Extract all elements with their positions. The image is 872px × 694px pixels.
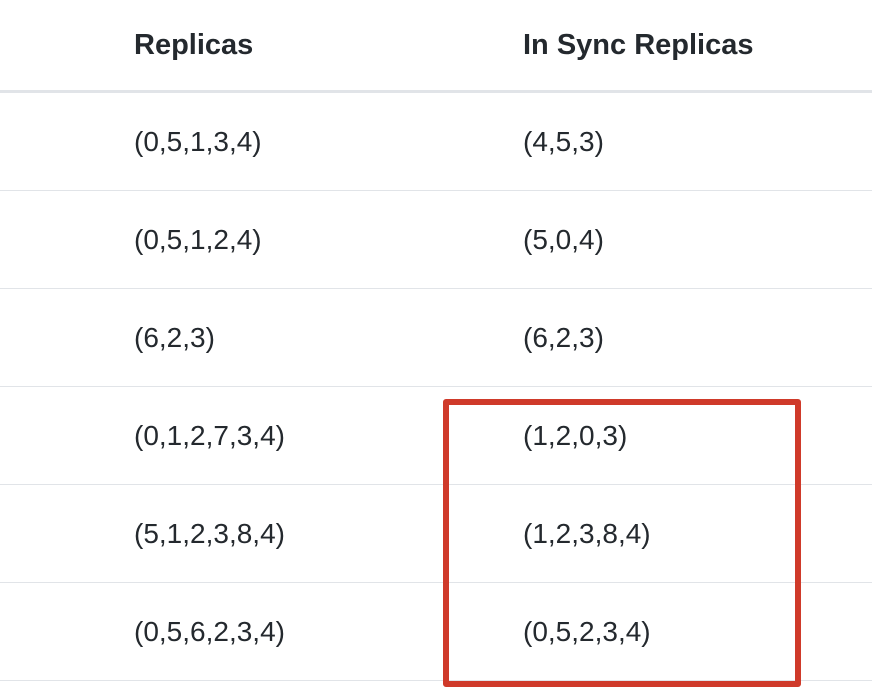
table-row: (6,2,3) (6,2,3)	[0, 289, 872, 387]
replicas-cell: (6,2,3)	[134, 321, 215, 353]
replicas-cell: (5,1,2,3,8,4)	[134, 517, 285, 549]
replicas-cell: (0,5,1,3,4)	[134, 125, 262, 157]
column-header-replicas: Replicas	[134, 28, 254, 61]
table-row: (0,1,2,7,3,4) (1,2,0,3)	[0, 387, 872, 485]
in-sync-replicas-cell: (0,5,2,3,4)	[523, 615, 651, 647]
replicas-cell: (0,5,6,2,3,4)	[134, 615, 285, 647]
in-sync-replicas-cell: (5,0,4)	[523, 223, 604, 255]
table-row: (0,5,1,2,4) (5,0,4)	[0, 191, 872, 289]
table-row: (0,5,1,3,4) (4,5,3)	[0, 93, 872, 191]
in-sync-replicas-cell: (4,5,3)	[523, 125, 604, 157]
in-sync-replicas-cell: (6,2,3)	[523, 321, 604, 353]
in-sync-replicas-cell: (1,2,3,8,4)	[523, 517, 651, 549]
replicas-cell: (0,5,1,2,4)	[134, 223, 262, 255]
in-sync-replicas-cell: (1,2,0,3)	[523, 419, 628, 451]
table-row: (5,1,2,3,8,4) (1,2,3,8,4)	[0, 485, 872, 583]
replicas-cell: (0,1,2,7,3,4)	[134, 419, 285, 451]
column-header-in-sync-replicas: In Sync Replicas	[523, 28, 754, 61]
table-row: (0,5,6,2,3,4) (0,5,2,3,4)	[0, 583, 872, 681]
table-header-row: Replicas In Sync Replicas	[0, 0, 872, 93]
